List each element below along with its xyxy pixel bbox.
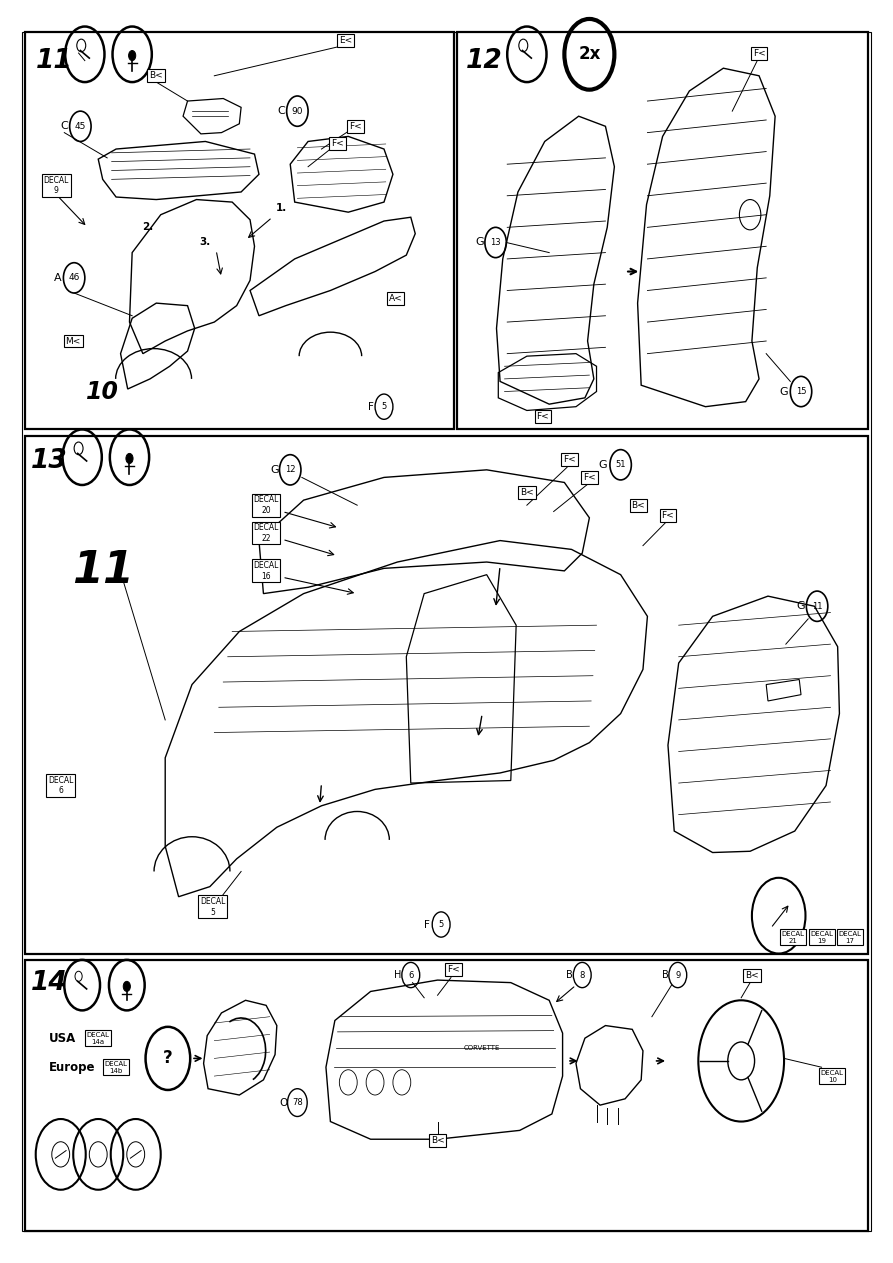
Text: 5: 5 (438, 919, 444, 930)
Text: 12: 12 (285, 465, 296, 475)
Text: C: C (61, 121, 68, 131)
Text: G: G (780, 386, 789, 397)
Text: F<: F< (563, 455, 576, 465)
Circle shape (126, 453, 133, 464)
Bar (25, 32, 454, 429)
Text: 13: 13 (490, 237, 501, 248)
Text: F<: F< (537, 412, 549, 422)
Circle shape (129, 51, 136, 61)
Bar (457, 32, 868, 429)
Text: 12: 12 (466, 48, 503, 75)
Text: M<: M< (65, 336, 81, 346)
Text: 2x: 2x (578, 45, 601, 63)
Text: 78: 78 (292, 1098, 303, 1108)
Text: DECAL
20: DECAL 20 (254, 495, 279, 515)
Text: ?: ? (163, 1050, 172, 1067)
Text: USA: USA (49, 1032, 77, 1045)
Text: O: O (279, 1098, 288, 1108)
Text: F: F (424, 919, 430, 930)
Text: manualslib.com: manualslib.com (360, 621, 533, 642)
Text: DECAL
21: DECAL 21 (781, 931, 805, 943)
Text: 45: 45 (75, 121, 86, 131)
Text: DECAL
5: DECAL 5 (200, 897, 225, 917)
Text: 10: 10 (87, 379, 119, 404)
Text: G: G (598, 460, 607, 470)
Text: 8: 8 (580, 970, 585, 980)
Text: DECAL
19: DECAL 19 (810, 931, 833, 943)
Text: G: G (797, 601, 805, 611)
Text: A: A (54, 273, 62, 283)
Text: G: G (475, 237, 484, 248)
Text: CORVETTE: CORVETTE (464, 1046, 500, 1051)
Text: 90: 90 (292, 106, 303, 116)
Text: F<: F< (349, 121, 362, 131)
Text: F<: F< (447, 965, 460, 975)
Text: E<: E< (339, 35, 352, 45)
Text: B<: B< (745, 970, 759, 980)
Text: 2.: 2. (142, 222, 153, 232)
Text: A<: A< (388, 293, 403, 303)
Text: H: H (394, 970, 401, 980)
Text: DECAL
17: DECAL 17 (839, 931, 862, 943)
Circle shape (123, 981, 130, 991)
Text: B<: B< (149, 71, 163, 81)
Text: B: B (662, 970, 669, 980)
Text: 13: 13 (31, 448, 68, 475)
Bar (25, 436, 868, 954)
Text: F<: F< (583, 472, 596, 482)
Text: DECAL
10: DECAL 10 (821, 1070, 844, 1082)
Text: F: F (368, 402, 373, 412)
Text: B: B (566, 970, 573, 980)
Text: 51: 51 (615, 460, 626, 470)
Text: DECAL
14b: DECAL 14b (104, 1061, 128, 1074)
Text: DECAL
6: DECAL 6 (48, 775, 73, 796)
Text: DECAL
16: DECAL 16 (254, 561, 279, 581)
Text: C: C (278, 106, 285, 116)
Bar (25, 960, 868, 1231)
Text: B<: B< (631, 500, 646, 510)
Text: DECAL
14a: DECAL 14a (87, 1032, 110, 1045)
Text: 5: 5 (381, 402, 387, 412)
Text: DECAL
22: DECAL 22 (254, 523, 279, 543)
Text: 11: 11 (812, 601, 822, 611)
Text: 3.: 3. (200, 237, 211, 248)
Text: 46: 46 (69, 273, 79, 283)
Text: DECAL
9: DECAL 9 (44, 176, 69, 196)
Text: 11: 11 (36, 48, 72, 75)
Text: 11: 11 (71, 549, 134, 592)
Text: B<: B< (430, 1135, 445, 1146)
Text: F<: F< (662, 510, 674, 520)
Text: 1.: 1. (276, 203, 287, 213)
Text: F<: F< (331, 139, 344, 149)
Text: 14: 14 (31, 970, 68, 997)
Text: 6: 6 (408, 970, 413, 980)
Text: Europe: Europe (49, 1061, 96, 1074)
Text: B<: B< (520, 488, 534, 498)
Text: 9: 9 (675, 970, 680, 980)
Text: F<: F< (753, 48, 765, 58)
Text: G: G (271, 465, 280, 475)
Text: 15: 15 (796, 386, 806, 397)
